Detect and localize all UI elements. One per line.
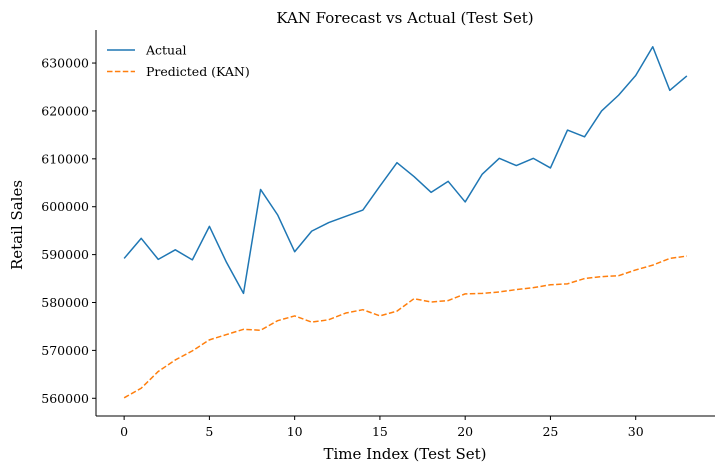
x-tick-label: 25 bbox=[542, 424, 558, 439]
axis-ticks bbox=[92, 62, 637, 420]
series-lines bbox=[123, 46, 688, 399]
y-tick-label: 630000 bbox=[41, 56, 89, 71]
y-tick-label: 560000 bbox=[41, 391, 89, 406]
x-axis-label: Time Index (Test Set) bbox=[323, 445, 486, 463]
legend-label-actual: Actual bbox=[145, 43, 187, 58]
legend: Actual Predicted (KAN) bbox=[107, 43, 250, 79]
series-line-actual bbox=[123, 46, 688, 295]
y-tick-label: 570000 bbox=[41, 343, 89, 358]
y-tick-labels: 560000 570000 580000 590000 600000 610000 6200… bbox=[41, 56, 89, 406]
x-tick-label: 20 bbox=[457, 424, 473, 439]
y-axis-label: Retail Sales bbox=[8, 180, 26, 270]
x-tick-label: 0 bbox=[120, 424, 128, 439]
y-tick-label: 610000 bbox=[41, 151, 89, 166]
series-line-predicted bbox=[123, 255, 687, 399]
x-tick-label: 30 bbox=[628, 424, 644, 439]
y-tick-label: 620000 bbox=[41, 103, 89, 118]
x-tick-label: 5 bbox=[205, 424, 213, 439]
chart-title: KAN Forecast vs Actual (Test Set) bbox=[276, 9, 533, 27]
x-tick-labels: 0 5 10 15 20 25 30 bbox=[120, 424, 644, 439]
x-tick-label: 10 bbox=[287, 424, 303, 439]
y-tick-label: 590000 bbox=[41, 247, 89, 262]
legend-label-predicted: Predicted (KAN) bbox=[146, 64, 250, 79]
y-tick-label: 600000 bbox=[41, 199, 89, 214]
y-tick-label: 580000 bbox=[41, 295, 89, 310]
x-tick-label: 15 bbox=[372, 424, 388, 439]
